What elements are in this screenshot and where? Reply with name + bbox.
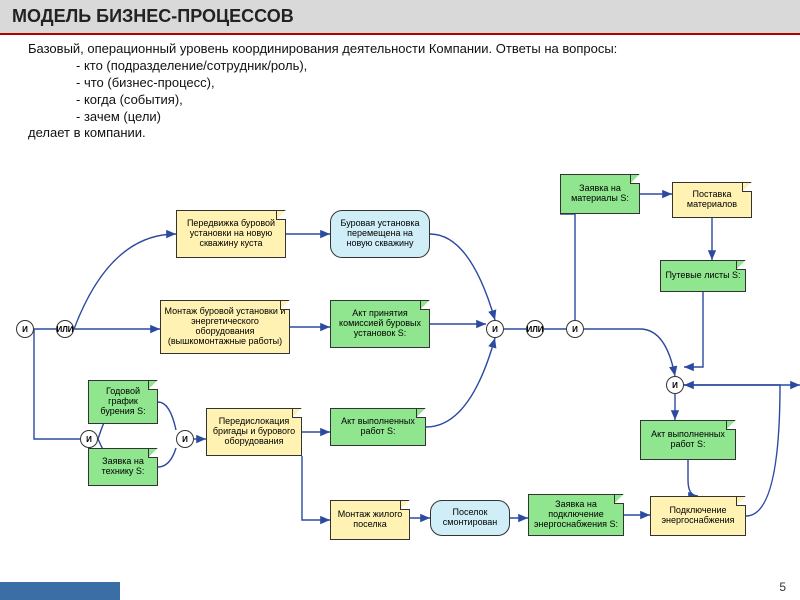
node-n10: Поселок смонтирован — [430, 500, 510, 536]
node-n3: Монтаж буровой установки и энергетическо… — [160, 300, 290, 354]
node-n1: Передвижка буровой установки на новую ск… — [176, 210, 286, 258]
gate-g3: И — [80, 430, 98, 448]
node-n14: Поставка материалов — [672, 182, 752, 218]
gate-g2: ИЛИ — [56, 320, 74, 338]
node-n9: Монтаж жилого поселка — [330, 500, 410, 540]
node-n8: Акт выполненных работ S: — [330, 408, 426, 446]
node-n2: Буровая установка перемещена на новую ск… — [330, 210, 430, 258]
node-n5: Годовой график бурения S: — [88, 380, 158, 424]
gate-g1: И — [16, 320, 34, 338]
gate-g6: ИЛИ — [526, 320, 544, 338]
node-n7: Передислокация бригады и бурового оборуд… — [206, 408, 302, 456]
footer-accent — [0, 582, 120, 600]
gate-g8: И — [666, 376, 684, 394]
node-n13: Заявка на материалы S: — [560, 174, 640, 214]
node-n12: Подключение энергоснабжения — [650, 496, 746, 536]
node-n4: Акт принятия комиссией буровых установок… — [330, 300, 430, 348]
page-number: 5 — [779, 580, 786, 594]
node-n15: Путевые листы S: — [660, 260, 746, 292]
gate-g5: И — [486, 320, 504, 338]
gate-g7: И — [566, 320, 584, 338]
gate-g4: И — [176, 430, 194, 448]
node-n16: Акт выполненных работ S: — [640, 420, 736, 460]
flowchart: Передвижка буровой установки на новую ск… — [0, 0, 800, 600]
node-n6: Заявка на технику S: — [88, 448, 158, 486]
node-n11: Заявка на подключение энергоснабжения S: — [528, 494, 624, 536]
